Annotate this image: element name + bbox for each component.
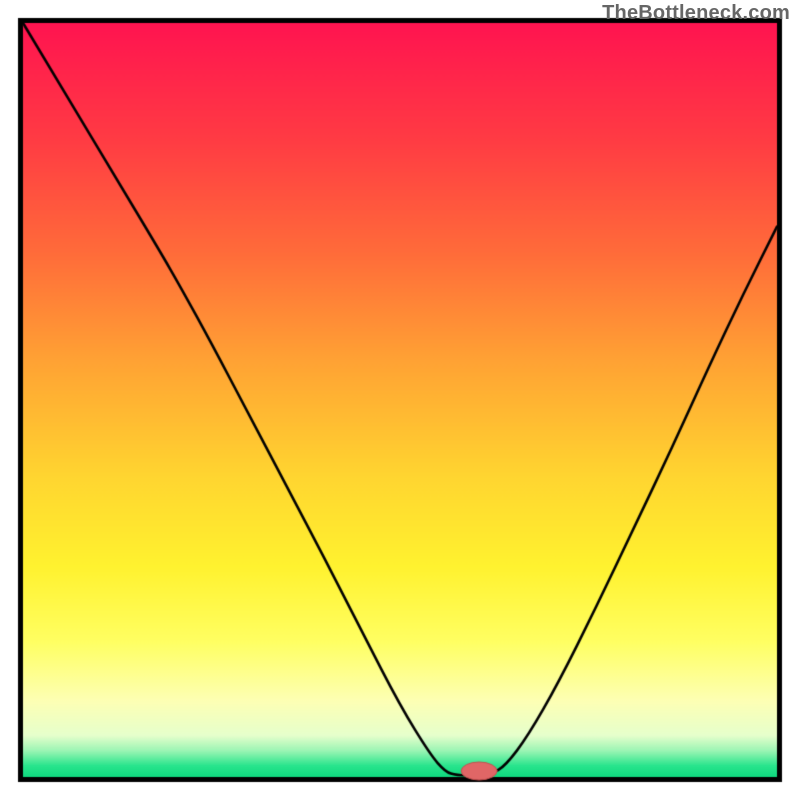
watermark-text: TheBottleneck.com: [602, 2, 790, 25]
chart-container: TheBottleneck.com: [0, 0, 800, 800]
bottleneck-curve-layer: [0, 0, 800, 800]
